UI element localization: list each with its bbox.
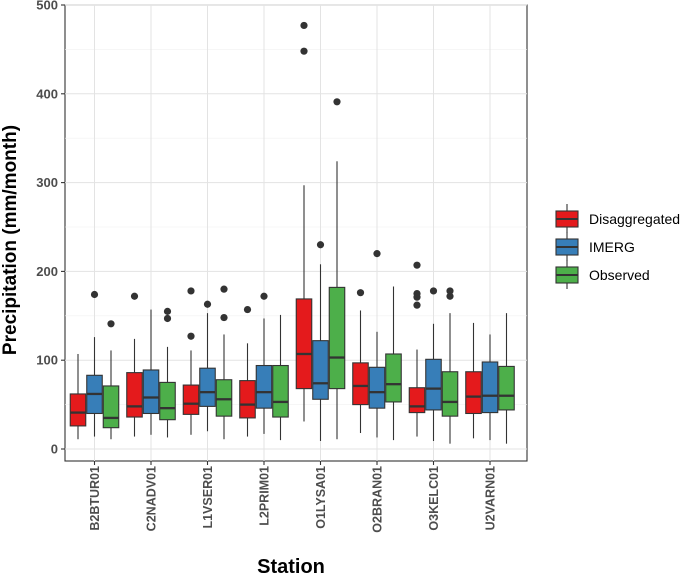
boxplot-disaggregated-U2VARN01 xyxy=(465,322,482,439)
outlier-point xyxy=(300,21,308,30)
boxplot-disaggregated-O1LYSA01 xyxy=(295,21,313,422)
outlier-point xyxy=(130,292,139,300)
box xyxy=(408,387,426,414)
boxplot-observed-L2PRIM01 xyxy=(272,314,289,441)
box xyxy=(352,362,369,406)
outlier-point xyxy=(90,290,99,299)
x-tick-label: L2PRIM01 xyxy=(258,466,272,526)
x-tick-label: O2BRAN01 xyxy=(371,466,385,533)
y-tick-label: 0 xyxy=(51,442,58,457)
boxplot-imerg-O3KELC01 xyxy=(425,287,442,442)
y-tick-label: 500 xyxy=(36,0,58,13)
x-tick-label: B2BTUR01 xyxy=(88,466,102,531)
boxplot-disaggregated-L2PRIM01 xyxy=(239,305,256,437)
boxplot-disaggregated-L1VSER01 xyxy=(182,287,200,435)
boxplot-observed-U2VARN01 xyxy=(498,313,515,444)
boxplot-observed-C2NADV01 xyxy=(159,307,176,438)
box xyxy=(312,340,329,400)
outlier-point xyxy=(446,292,454,300)
box xyxy=(272,364,289,418)
box xyxy=(498,365,515,411)
outlier-point xyxy=(163,314,172,323)
outlier-point xyxy=(316,241,325,249)
box xyxy=(255,364,273,409)
x-tick-label: C2NADV01 xyxy=(145,466,159,531)
outlier-point xyxy=(220,313,228,322)
boxplot-imerg-O2BRAN01 xyxy=(368,250,386,438)
outlier-point xyxy=(356,289,365,297)
x-tick-label: O3KELC01 xyxy=(427,466,441,531)
legend-label: Observed xyxy=(589,267,650,283)
outlier-point xyxy=(187,332,195,340)
box xyxy=(295,298,313,390)
boxplot-observed-O1LYSA01 xyxy=(328,98,346,440)
outlier-point xyxy=(413,290,421,298)
boxplot-imerg-C2NADV01 xyxy=(142,309,160,435)
boxplot-imerg-L2PRIM01 xyxy=(255,292,273,434)
boxplot-imerg-L1VSER01 xyxy=(199,300,216,432)
x-tick-label: U2VARN01 xyxy=(484,466,498,530)
box xyxy=(481,361,499,414)
y-tick-label: 100 xyxy=(36,353,58,368)
box xyxy=(441,371,459,417)
box xyxy=(159,381,176,421)
box xyxy=(215,379,233,417)
x-axis-title: Station xyxy=(257,556,325,575)
outlier-point xyxy=(373,250,381,258)
boxplot-imerg-B2BTUR01 xyxy=(86,290,103,437)
boxplot-imerg-O1LYSA01 xyxy=(312,241,329,442)
boxplot-disaggregated-B2BTUR01 xyxy=(69,353,87,440)
box xyxy=(142,369,160,415)
x-tick-label: O1LYSA01 xyxy=(314,466,328,529)
legend-label: IMERG xyxy=(589,239,635,255)
box xyxy=(199,367,216,407)
boxplot-imerg-U2VARN01 xyxy=(481,334,499,441)
outlier-point xyxy=(163,307,172,315)
box xyxy=(102,385,120,429)
outlier-point xyxy=(300,47,308,55)
y-axis: 0 100 200 300 400 500 xyxy=(36,0,65,457)
outlier-point xyxy=(446,287,454,295)
legend-item-disaggregated: Disaggregated xyxy=(555,204,680,233)
box xyxy=(126,372,143,418)
legend-label: Disaggregated xyxy=(589,211,680,227)
legend-item-imerg: IMERG xyxy=(555,232,635,261)
boxplot-observed-L1VSER01 xyxy=(215,285,233,440)
boxplot-disaggregated-C2NADV01 xyxy=(126,292,143,437)
boxplots xyxy=(69,21,515,444)
boxplot-disaggregated-O3KELC01 xyxy=(408,261,426,437)
box xyxy=(425,358,442,411)
box xyxy=(182,384,200,415)
outlier-point xyxy=(413,301,421,309)
boxplot-observed-O3KELC01 xyxy=(441,287,459,444)
legend: Disaggregated IMERG Observed xyxy=(555,204,680,289)
outlier-point xyxy=(107,320,115,328)
box xyxy=(328,286,346,390)
outlier-point xyxy=(243,305,252,314)
y-tick-label: 400 xyxy=(36,86,58,101)
box xyxy=(385,353,402,403)
outlier-point xyxy=(203,300,212,308)
y-tick-label: 200 xyxy=(36,264,58,279)
legend-item-observed: Observed xyxy=(555,260,650,289)
boxplot-disaggregated-O2BRAN01 xyxy=(352,289,369,434)
outlier-point xyxy=(429,287,438,295)
outlier-point xyxy=(413,261,421,269)
x-axis: B2BTUR01 C2NADV01 L1VSER01 L2PRIM01 O1LYSA01… xyxy=(88,461,498,533)
outlier-point xyxy=(333,98,341,106)
box xyxy=(239,380,256,419)
outlier-point xyxy=(260,292,268,300)
box xyxy=(368,366,386,409)
outlier-point xyxy=(220,285,228,293)
y-axis-title: Precipitation (mm/month) xyxy=(0,125,21,355)
x-tick-label: L1VSER01 xyxy=(201,466,215,529)
y-tick-label: 300 xyxy=(36,175,58,190)
outlier-point xyxy=(187,287,195,295)
box xyxy=(465,371,482,415)
boxplot-observed-O2BRAN01 xyxy=(385,286,402,441)
boxplot-observed-B2BTUR01 xyxy=(102,320,120,440)
box xyxy=(69,393,87,427)
